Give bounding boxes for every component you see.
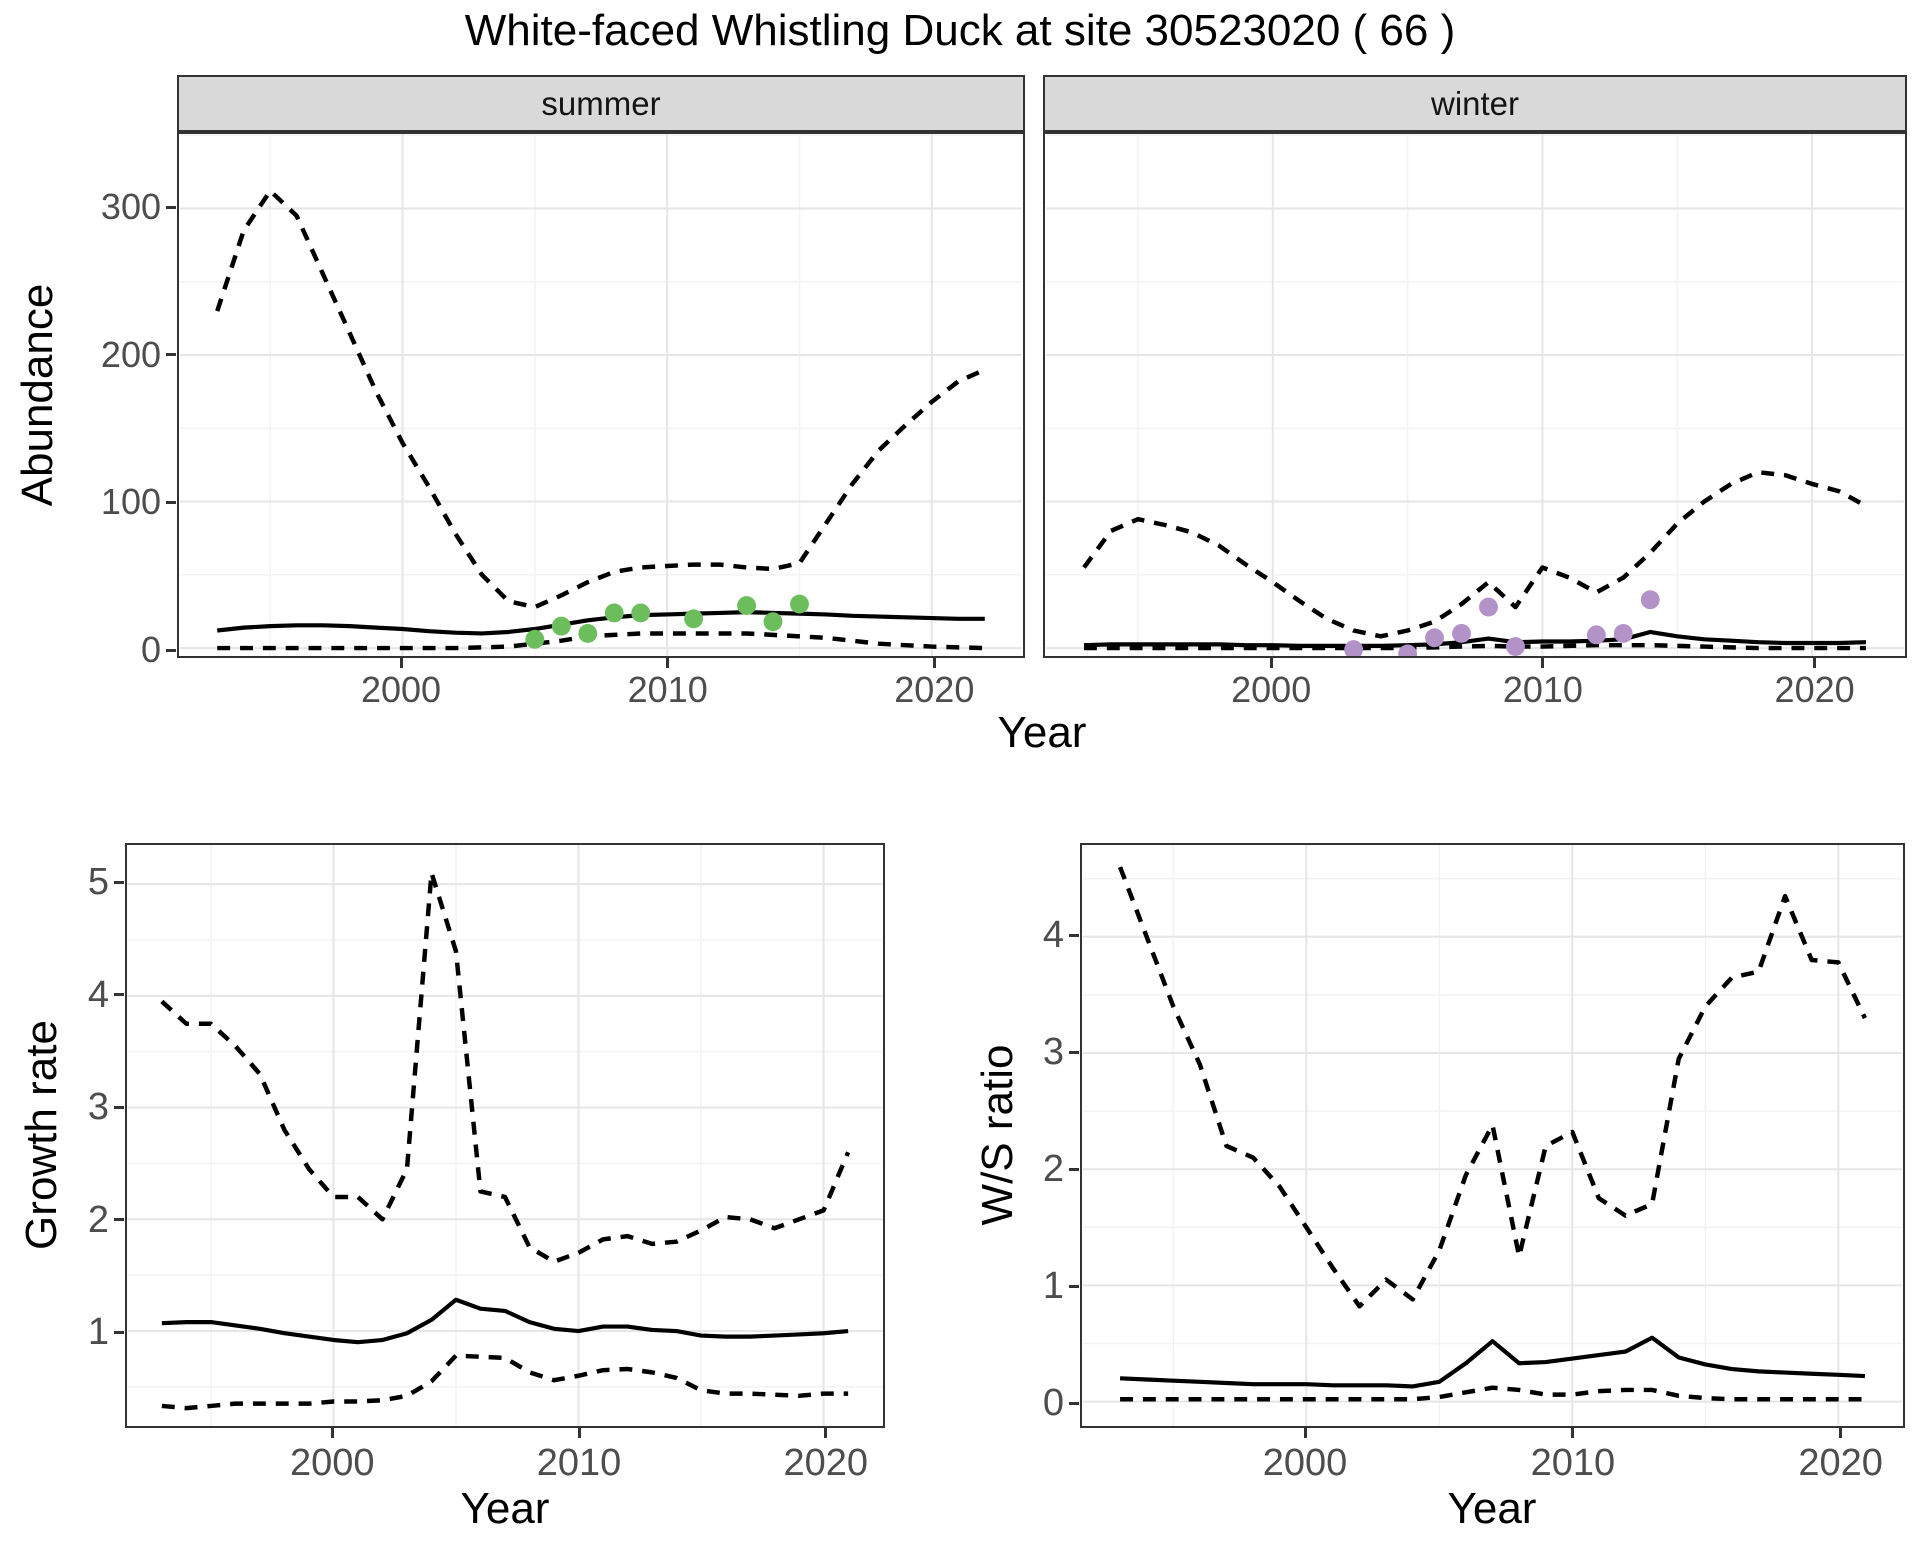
lower-ci-line [1083,642,1867,651]
facet-strip-winter: winter [1043,75,1907,132]
y-tick-mark [166,205,176,209]
observed-winter-point [1425,628,1444,648]
y-tick-mark [1069,1050,1079,1054]
x-tick-label: 2000 [1231,669,1312,710]
observed-winter-point [1398,644,1418,656]
mean-line [217,610,985,636]
mean-line [161,1297,849,1345]
x-tick-mark [1813,658,1817,668]
observed-summer-point [763,612,783,632]
y-tick-label: 100 [100,481,161,523]
panel-ws-ratio [1080,843,1905,1428]
y-tick-label: 200 [100,333,161,375]
y-tick-label: 300 [100,186,161,227]
x-tick-label: 2020 [1774,669,1855,710]
upper-ci-line [215,188,986,610]
y-axis-title-abundance: Abundance [13,283,62,507]
observed-summer-point [790,594,809,614]
x-tick-mark [932,658,936,668]
observed-winter-point [1452,624,1471,643]
panel-growth-rate [125,843,885,1428]
y-tick-label: 1 [87,1311,109,1354]
y-tick-mark [114,1218,124,1222]
observed-summer-point [684,609,704,629]
upper-ci-line [1117,866,1867,1309]
y-tick-mark [1069,933,1079,937]
y-tick-label: 0 [140,629,161,670]
y-tick-mark [1069,1284,1079,1288]
x-tick-label: 2010 [1530,1442,1616,1484]
y-tick-mark [114,880,124,884]
x-tick-mark [577,1428,581,1438]
y-tick-label: 2 [87,1198,109,1241]
observed-winter-point [1640,590,1660,610]
x-tick-label: 2020 [894,669,975,710]
observed-winter-point [1479,597,1498,617]
x-tick-mark [824,1428,828,1438]
panel-abundance-winter [1043,132,1907,658]
x-tick-mark [1541,658,1545,668]
observed-winter-point [1506,637,1525,656]
x-tick-label: 2000 [360,669,442,710]
y-tick-mark [114,993,124,997]
x-tick-mark [1303,1428,1307,1438]
observed-summer-point [604,603,624,623]
x-tick-label: 2010 [536,1442,622,1484]
lower-ci-line [161,1353,849,1411]
x-tick-label: 2020 [783,1442,869,1484]
x-tick-mark [330,1428,334,1438]
y-tick-label: 0 [1042,1382,1064,1425]
observed-summer-point [737,596,757,616]
panel-abundance-summer [177,132,1025,658]
y-tick-label: 1 [1042,1265,1064,1308]
y-tick-label: 3 [87,1086,109,1129]
y-tick-mark [166,500,176,504]
x-tick-label: 2020 [1798,1442,1883,1484]
y-tick-label: 3 [1042,1031,1064,1074]
y-tick-mark [114,1105,124,1109]
observed-summer-point [551,616,571,636]
observed-winter-point [1613,624,1633,643]
observed-summer-point [525,629,545,649]
upper-ci-line [1082,469,1868,639]
y-tick-label: 4 [1042,914,1064,957]
y-tick-label: 5 [87,861,109,904]
y-tick-label: 4 [87,973,109,1016]
facet-strip-winter-label: winter [1430,84,1520,122]
lower-ci-line [1120,1385,1865,1402]
x-tick-mark [1571,1428,1575,1438]
mean-line [1083,629,1867,648]
plot-title: White-faced Whistling Duck at site 30523… [464,6,1456,55]
y-tick-mark [114,1330,124,1334]
lower-ci-line [217,631,985,651]
facet-strip-summer: summer [177,75,1025,132]
upper-ci-line [160,870,851,1264]
observed-winter-point [1344,640,1364,656]
x-tick-label: 2000 [290,1442,375,1484]
x-tick-label: 2000 [1262,1442,1348,1484]
observed-winter-point [1586,625,1606,645]
x-axis-title-growth-rate: Year [460,1484,550,1533]
x-tick-mark [1269,658,1273,668]
y-tick-label: 2 [1042,1148,1064,1191]
x-axis-title-top: Year [997,708,1087,757]
mean-line [1119,1335,1866,1389]
x-tick-mark [666,658,670,668]
facet-strip-summer-label: summer [541,84,661,122]
x-tick-label: 2010 [627,669,708,710]
observed-summer-point [578,624,598,643]
y-tick-mark [1069,1167,1079,1171]
y-tick-mark [1069,1401,1079,1405]
x-tick-mark [1839,1428,1843,1438]
x-axis-title-ws-ratio: Year [1447,1484,1537,1533]
y-tick-mark [166,353,176,357]
x-tick-mark [399,658,403,668]
x-tick-label: 2010 [1502,669,1583,710]
y-tick-mark [166,648,176,652]
observed-summer-point [631,603,651,623]
